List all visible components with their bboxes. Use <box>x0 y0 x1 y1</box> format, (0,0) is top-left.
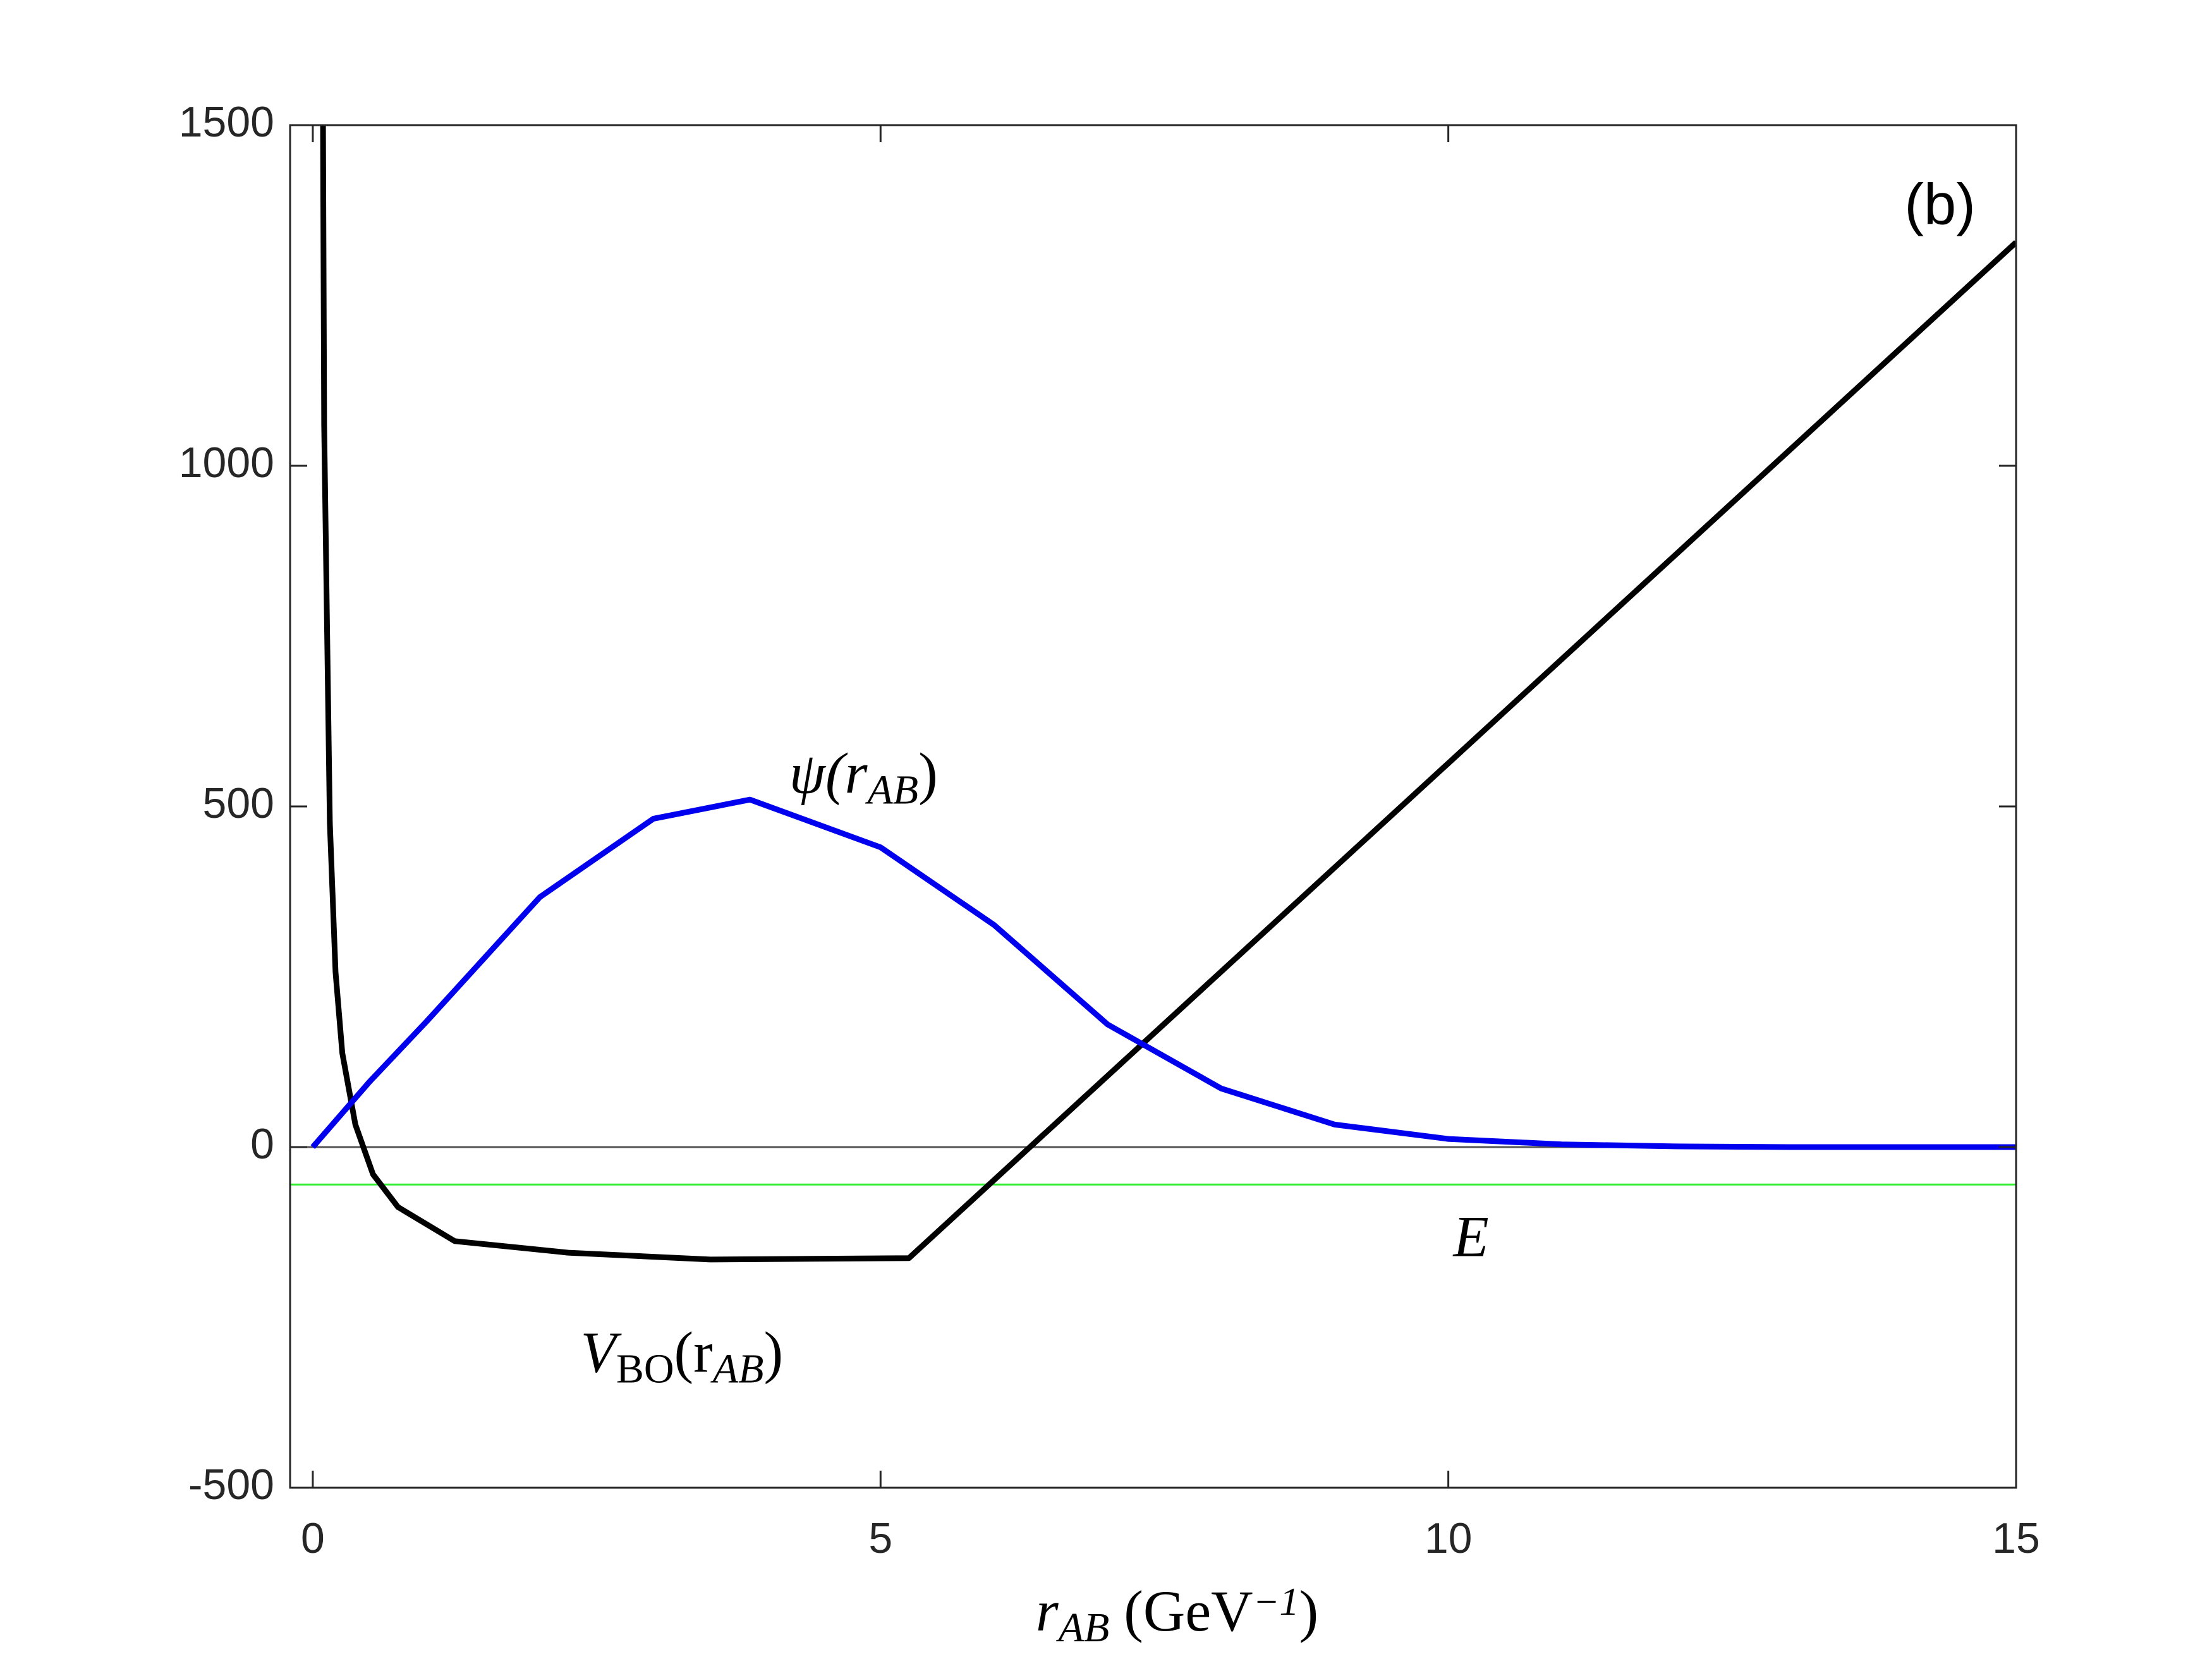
annotation: E <box>1452 1204 1488 1268</box>
text-part: BO <box>616 1346 674 1392</box>
x-tick-label: 10 <box>1425 1514 1473 1562</box>
data-line <box>320 125 2016 1263</box>
x-tick-label: 15 <box>1992 1514 2040 1562</box>
text-part: ) <box>763 1320 783 1385</box>
annotation: ψ(rAB) <box>789 741 938 813</box>
y-tick-label: -500 <box>188 1461 274 1509</box>
y-tick-label: 1000 <box>179 439 274 487</box>
text-part: AB <box>865 767 918 813</box>
text-part: AB <box>1056 1605 1110 1651</box>
text-part: AB <box>710 1346 764 1392</box>
x-axis-label: rAB (GeV−1) <box>1036 1579 1318 1651</box>
y-tick-label: 0 <box>250 1120 274 1168</box>
y-tick-label: 1500 <box>179 98 274 146</box>
text-part: r <box>1036 1579 1059 1643</box>
x-tick-label: 5 <box>868 1514 892 1562</box>
text-part: ) <box>1299 1579 1318 1643</box>
text-part: −1 <box>1253 1581 1299 1624</box>
text-part: (GeV <box>1109 1579 1253 1643</box>
text-part: V <box>581 1320 623 1385</box>
text-part: (b) <box>1904 172 1975 236</box>
data-line <box>310 796 2016 1150</box>
text-part: ) <box>918 741 938 805</box>
text-part: (r <box>674 1320 713 1385</box>
x-tick-label: 0 <box>301 1514 325 1562</box>
text-part: E <box>1452 1204 1488 1268</box>
y-tick-label: 500 <box>203 779 274 827</box>
axes-box <box>289 124 2017 1489</box>
text-part: ψ(r <box>789 741 868 805</box>
annotation: (b) <box>1904 172 1975 236</box>
annotation: VBO(rAB) <box>581 1320 783 1392</box>
